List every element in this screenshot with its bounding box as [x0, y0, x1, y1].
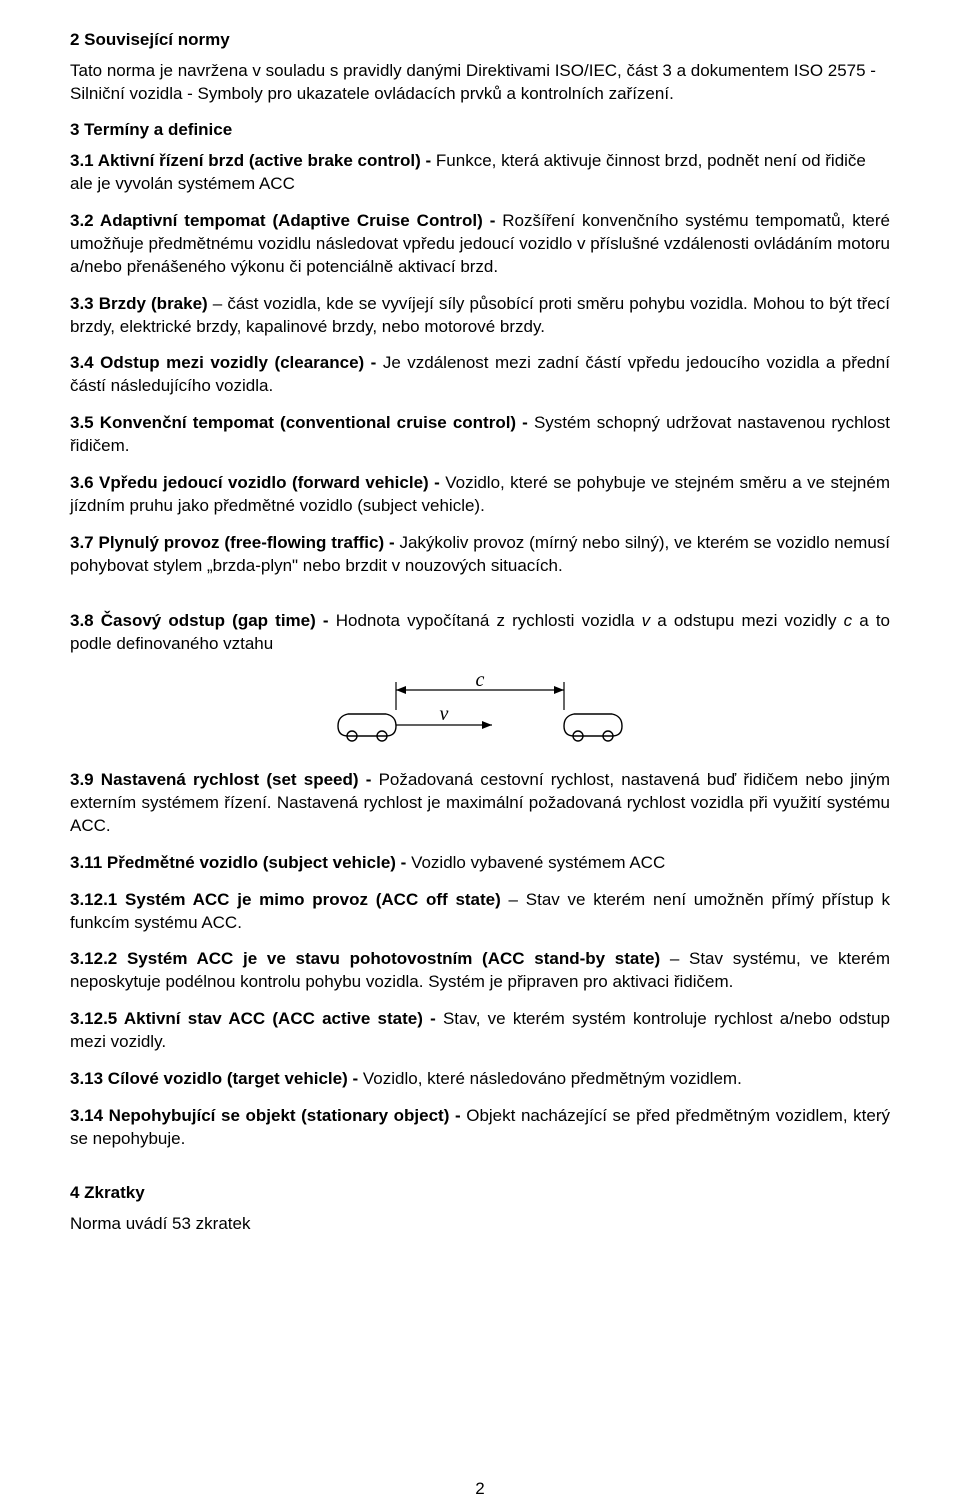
def-3-5-term: 3.5 Konvenční tempomat (conventional cru… — [70, 413, 534, 432]
def-3-13-text: Vozidlo, které následováno předmětným vo… — [363, 1069, 742, 1088]
section-4-paragraph: Norma uvádí 53 zkratek — [70, 1213, 890, 1236]
definition-3-5: 3.5 Konvenční tempomat (conventional cru… — [70, 412, 890, 458]
gap-diagram-svg: c v — [330, 670, 630, 750]
definition-3-14: 3.14 Nepohybující se objekt (stationary … — [70, 1105, 890, 1151]
def-3-8-mid: a odstupu mezi vozidly — [650, 611, 843, 630]
section-4-heading: 4 Zkratky — [70, 1183, 890, 1203]
definition-3-1: 3.1 Aktivní řízení brzd (active brake co… — [70, 150, 890, 196]
definition-3-9: 3.9 Nastavená rychlost (set speed) - Pož… — [70, 769, 890, 838]
def-3-11-text: Vozidlo vybavené systémem ACC — [411, 853, 665, 872]
dimension-c-label: c — [476, 670, 485, 691]
definition-3-8: 3.8 Časový odstup (gap time) - Hodnota v… — [70, 610, 890, 656]
def-3-14-term: 3.14 Nepohybující se objekt (stationary … — [70, 1106, 466, 1125]
def-3-12-2-term: 3.12.2 Systém ACC je ve stavu pohotovost… — [70, 949, 670, 968]
def-3-8-var-v: v — [642, 611, 651, 630]
document-page: 2 Související normy Tato norma je navrže… — [0, 0, 960, 1507]
def-3-7-term: 3.7 Plynulý provoz (free-flowing traffic… — [70, 533, 399, 552]
right-car-icon — [564, 714, 622, 741]
def-3-12-5-term: 3.12.5 Aktivní stav ACC (ACC active stat… — [70, 1009, 443, 1028]
velocity-v-label: v — [440, 703, 449, 725]
definition-3-12-5: 3.12.5 Aktivní stav ACC (ACC active stat… — [70, 1008, 890, 1054]
def-3-4-term: 3.4 Odstup mezi vozidly (clearance) - — [70, 353, 383, 372]
velocity-v: v — [396, 703, 492, 729]
section-2-paragraph: Tato norma je navržena v souladu s pravi… — [70, 60, 890, 106]
dimension-c: c — [396, 670, 564, 710]
gap-diagram: c v — [70, 670, 890, 755]
def-3-8-pre: Hodnota vypočítaná z rychlosti vozidla — [336, 611, 642, 630]
def-3-2-term: 3.2 Adaptivní tempomat (Adaptive Cruise … — [70, 211, 502, 230]
def-3-13-term: 3.13 Cílové vozidlo (target vehicle) - — [70, 1069, 363, 1088]
def-3-8-var-c: c — [844, 611, 853, 630]
def-3-6-term: 3.6 Vpředu jedoucí vozidlo (forward vehi… — [70, 473, 445, 492]
def-3-8-term: 3.8 Časový odstup (gap time) - — [70, 611, 336, 630]
page-number: 2 — [0, 1479, 960, 1499]
def-3-12-1-term: 3.12.1 Systém ACC je mimo provoz (ACC of… — [70, 890, 509, 909]
def-3-11-term: 3.11 Předmětné vozidlo (subject vehicle)… — [70, 853, 411, 872]
def-3-1-term: 3.1 Aktivní řízení brzd (active brake co… — [70, 151, 436, 170]
definition-3-13: 3.13 Cílové vozidlo (target vehicle) - V… — [70, 1068, 890, 1091]
definition-3-7: 3.7 Plynulý provoz (free-flowing traffic… — [70, 532, 890, 578]
def-3-3-term: 3.3 Brzdy (brake) — [70, 294, 213, 313]
def-3-9-term: 3.9 Nastavená rychlost (set speed) - — [70, 770, 379, 789]
definition-3-11: 3.11 Předmětné vozidlo (subject vehicle)… — [70, 852, 890, 875]
definition-3-12-2: 3.12.2 Systém ACC je ve stavu pohotovost… — [70, 948, 890, 994]
definition-3-4: 3.4 Odstup mezi vozidly (clearance) - Je… — [70, 352, 890, 398]
definition-3-2: 3.2 Adaptivní tempomat (Adaptive Cruise … — [70, 210, 890, 279]
definition-3-6: 3.6 Vpředu jedoucí vozidlo (forward vehi… — [70, 472, 890, 518]
left-car-icon — [338, 714, 396, 741]
section-3-heading: 3 Termíny a definice — [70, 120, 890, 140]
section-2-heading: 2 Související normy — [70, 30, 890, 50]
definition-3-12-1: 3.12.1 Systém ACC je mimo provoz (ACC of… — [70, 889, 890, 935]
definition-3-3: 3.3 Brzdy (brake) – část vozidla, kde se… — [70, 293, 890, 339]
